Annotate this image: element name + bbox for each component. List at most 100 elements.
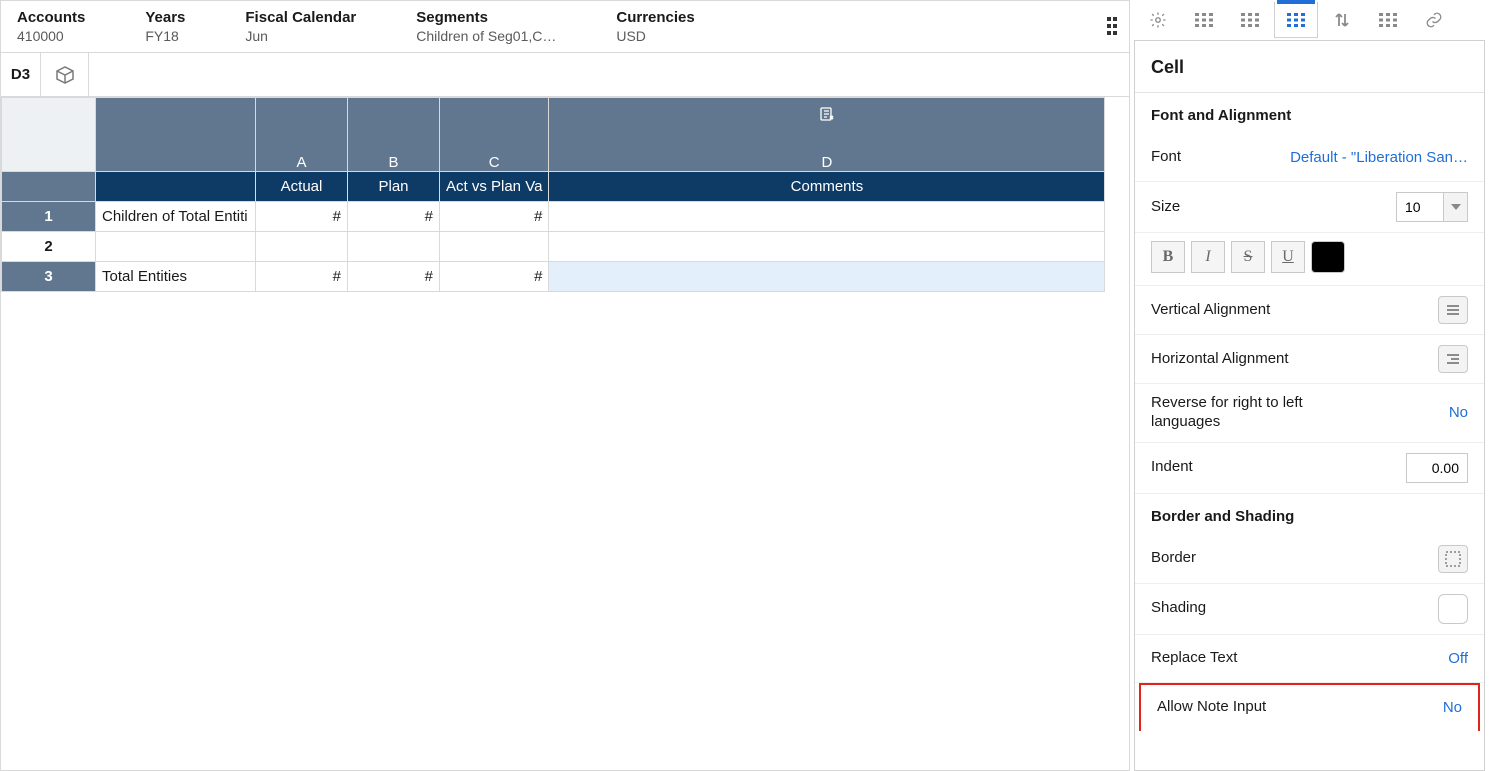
note-icon	[819, 106, 835, 126]
indent-label: Indent	[1151, 458, 1193, 477]
properties-panel: Cell Font and Alignment Font Default - "…	[1130, 0, 1493, 771]
valign-label: Vertical Alignment	[1151, 301, 1270, 320]
properties-body: Cell Font and Alignment Font Default - "…	[1134, 40, 1485, 771]
font-label: Font	[1151, 148, 1181, 167]
grid-subheader-actual[interactable]: Actual	[256, 172, 348, 202]
pov-label: Fiscal Calendar	[245, 9, 356, 26]
cell[interactable]	[549, 202, 1105, 232]
tab-settings[interactable]	[1136, 2, 1180, 38]
tab-cell-active[interactable]	[1274, 2, 1318, 38]
pov-label: Segments	[416, 9, 556, 26]
cell[interactable]	[256, 232, 348, 262]
cube-icon[interactable]	[41, 53, 89, 96]
cell[interactable]	[549, 232, 1105, 262]
grid-col-header-blank[interactable]	[96, 98, 256, 172]
font-color-button[interactable]	[1311, 241, 1345, 273]
main-panel: Accounts 410000 Years FY18 Fiscal Calend…	[0, 0, 1130, 771]
cell-reference: D3	[1, 53, 41, 96]
tab-link[interactable]	[1412, 2, 1456, 38]
allow-note-value[interactable]: No	[1443, 699, 1462, 716]
grid-subheader-comments[interactable]: Comments	[549, 172, 1105, 202]
format-buttons: B I S U	[1135, 233, 1484, 286]
pov-item-accounts[interactable]: Accounts 410000	[17, 9, 85, 44]
valign-button[interactable]	[1438, 296, 1468, 324]
row-border: Border	[1135, 535, 1484, 584]
grid-col-header-a[interactable]: A	[256, 98, 348, 172]
underline-button[interactable]: U	[1271, 241, 1305, 273]
grid-col-header-d[interactable]: D	[549, 98, 1105, 172]
pov-value: FY18	[145, 28, 185, 44]
row-number[interactable]: 2	[2, 232, 96, 262]
tab-grid-1[interactable]	[1182, 2, 1226, 38]
row-valign: Vertical Alignment	[1135, 286, 1484, 335]
shading-swatch[interactable]	[1438, 594, 1468, 624]
cell-selected[interactable]	[549, 262, 1105, 292]
cell-reference-bar: D3	[1, 53, 1129, 97]
row-label[interactable]: Children of Total Entiti	[96, 202, 256, 232]
row-halign: Horizontal Alignment	[1135, 335, 1484, 384]
pov-value: 410000	[17, 28, 85, 44]
italic-button[interactable]: I	[1191, 241, 1225, 273]
grid-subheader-variance[interactable]: Act vs Plan Va	[440, 172, 549, 202]
table-row: 3 Total Entities # # #	[2, 262, 1105, 292]
size-input[interactable]	[1396, 192, 1444, 222]
indent-input[interactable]	[1406, 453, 1468, 483]
pov-menu-icon[interactable]	[1107, 17, 1119, 37]
grid-rowheader-blank	[2, 172, 96, 202]
size-dropdown[interactable]	[1444, 192, 1468, 222]
grid-subheader-plan[interactable]: Plan	[348, 172, 440, 202]
tab-grid-3[interactable]	[1366, 2, 1410, 38]
pov-item-years[interactable]: Years FY18	[145, 9, 185, 44]
shading-label: Shading	[1151, 599, 1206, 618]
replace-value[interactable]: Off	[1448, 650, 1468, 667]
cell[interactable]	[348, 232, 440, 262]
row-replace-text: Replace Text Off	[1135, 635, 1484, 683]
pov-bar: Accounts 410000 Years FY18 Fiscal Calend…	[1, 1, 1129, 53]
table-row: 2	[2, 232, 1105, 262]
grid-col-header-c[interactable]: C	[440, 98, 549, 172]
cell[interactable]: #	[440, 262, 549, 292]
cell[interactable]: #	[440, 202, 549, 232]
allow-note-label: Allow Note Input	[1157, 698, 1266, 717]
tab-sort[interactable]	[1320, 2, 1364, 38]
cell[interactable]: #	[348, 262, 440, 292]
row-allow-note-input: Allow Note Input No	[1139, 683, 1480, 731]
replace-label: Replace Text	[1151, 649, 1237, 668]
col-letter: D	[822, 154, 833, 171]
row-indent: Indent	[1135, 443, 1484, 494]
grid-area: A B C D Actual	[1, 97, 1129, 770]
row-number[interactable]: 3	[2, 262, 96, 292]
cell[interactable]	[440, 232, 549, 262]
rtl-value[interactable]: No	[1449, 404, 1468, 421]
border-button[interactable]	[1438, 545, 1468, 573]
strike-button[interactable]: S	[1231, 241, 1265, 273]
pov-label: Accounts	[17, 9, 85, 26]
row-label[interactable]: Total Entities	[96, 262, 256, 292]
tab-grid-2[interactable]	[1228, 2, 1272, 38]
bold-button[interactable]: B	[1151, 241, 1185, 273]
cell[interactable]: #	[348, 202, 440, 232]
row-shading: Shading	[1135, 584, 1484, 635]
panel-title: Cell	[1135, 41, 1484, 93]
row-number[interactable]: 1	[2, 202, 96, 232]
size-label: Size	[1151, 198, 1180, 217]
data-grid[interactable]: A B C D Actual	[1, 97, 1105, 292]
border-label: Border	[1151, 549, 1196, 568]
halign-button[interactable]	[1438, 345, 1468, 373]
section-font-alignment: Font and Alignment	[1135, 93, 1484, 134]
rtl-label: Reverse for right to left languages	[1151, 394, 1331, 432]
font-value[interactable]: Default - "Liberation San…	[1290, 149, 1468, 166]
pov-value: Children of Seg01,C…	[416, 28, 556, 44]
cell[interactable]: #	[256, 262, 348, 292]
pov-item-segments[interactable]: Segments Children of Seg01,C…	[416, 9, 556, 44]
table-row: 1 Children of Total Entiti # # #	[2, 202, 1105, 232]
grid-corner	[2, 98, 96, 172]
grid-col-header-b[interactable]: B	[348, 98, 440, 172]
row-label[interactable]	[96, 232, 256, 262]
cell[interactable]: #	[256, 202, 348, 232]
row-size: Size	[1135, 182, 1484, 233]
pov-item-fiscal-calendar[interactable]: Fiscal Calendar Jun	[245, 9, 356, 44]
pov-item-currencies[interactable]: Currencies USD	[616, 9, 694, 44]
row-font: Font Default - "Liberation San…	[1135, 134, 1484, 182]
grid-subheader-blank[interactable]	[96, 172, 256, 202]
